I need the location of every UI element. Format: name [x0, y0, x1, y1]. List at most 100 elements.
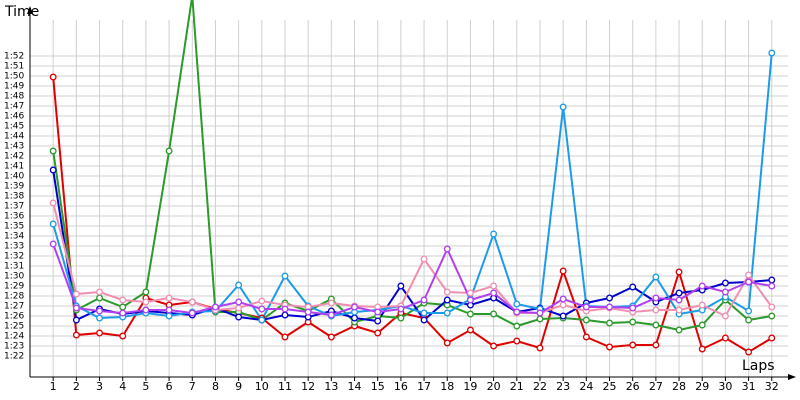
data-point [119, 296, 127, 304]
data-point [420, 309, 428, 317]
x-tick-label: 30 [718, 380, 732, 393]
y-tick-label: 1:43 [4, 142, 24, 152]
data-point [397, 314, 405, 322]
data-point [745, 271, 753, 279]
data-point [559, 312, 567, 320]
data-point [721, 288, 729, 296]
x-tick-label: 28 [672, 380, 686, 393]
x-tick-label: 14 [348, 380, 362, 393]
data-point [721, 334, 729, 342]
data-point [536, 315, 544, 323]
y-tick-label: 1:49 [4, 82, 24, 92]
data-point [675, 326, 683, 334]
data-point [721, 279, 729, 287]
data-point [142, 298, 150, 306]
data-point [466, 326, 474, 334]
y-tick-label: 1:42 [4, 152, 24, 162]
data-point [443, 309, 451, 317]
data-point [327, 299, 335, 307]
data-point [629, 304, 637, 312]
y-axis-title: Time [4, 4, 39, 20]
data-point [466, 296, 474, 304]
data-point [629, 283, 637, 291]
x-tick-label: 22 [533, 380, 547, 393]
y-tick-label: 1:39 [4, 182, 24, 192]
y-tick-label: 1:44 [4, 132, 24, 142]
y-tick-label: 1:25 [4, 322, 24, 332]
data-point [559, 103, 567, 111]
y-tick-label: 1:27 [4, 302, 24, 312]
data-point [351, 303, 358, 311]
data-point [188, 298, 196, 306]
data-point [258, 297, 266, 305]
data-point [652, 306, 660, 314]
data-point [142, 288, 150, 296]
y-tick-label: 1:34 [4, 232, 24, 242]
grid [30, 20, 788, 377]
series-line [52, 52, 773, 322]
data-point [142, 306, 150, 314]
data-point [513, 337, 521, 345]
data-point [96, 329, 103, 337]
data-point [397, 305, 405, 313]
data-point [698, 345, 706, 353]
data-point [258, 316, 266, 324]
y-tick-label: 1:46 [4, 112, 24, 122]
data-point [490, 342, 498, 350]
data-point [745, 316, 753, 324]
data-point [513, 300, 521, 308]
y-tick-label: 1:51 [4, 62, 24, 72]
data-point [443, 339, 451, 347]
data-point [582, 303, 590, 311]
x-tick-label: 25 [603, 380, 617, 393]
data-point [768, 303, 776, 311]
x-tick-label: 24 [579, 380, 593, 393]
data-point [490, 282, 498, 290]
data-point [281, 272, 289, 280]
data-point [374, 317, 382, 325]
x-tick-label: 18 [440, 380, 454, 393]
x-tick-label: 4 [119, 380, 126, 393]
y-tick-label: 1:24 [4, 332, 24, 342]
data-point [443, 288, 451, 296]
data-point [49, 166, 57, 174]
data-point [536, 344, 544, 352]
data-point [768, 312, 776, 320]
data-point [652, 294, 660, 302]
data-point [466, 289, 474, 297]
y-tick-label: 1:52 [4, 52, 24, 62]
y-tick-label: 1:50 [4, 72, 24, 82]
data-point [606, 303, 613, 311]
data-point [768, 282, 776, 290]
data-point [188, 309, 196, 317]
data-point [513, 308, 521, 316]
data-point [49, 240, 57, 248]
data-point [374, 308, 382, 316]
data-point [606, 343, 613, 351]
data-point [698, 301, 706, 309]
data-point [745, 307, 753, 315]
data-point [49, 73, 57, 81]
data-point [582, 333, 590, 341]
x-tick-label: 8 [212, 380, 219, 393]
y-axis-arrow [27, 6, 33, 14]
data-point [258, 305, 266, 313]
x-tick-label: 21 [510, 380, 524, 393]
x-tick-label: 3 [96, 380, 103, 393]
data-point [72, 331, 80, 339]
data-point [698, 321, 706, 329]
data-point [466, 310, 474, 318]
data-point [768, 334, 776, 342]
data-point [235, 298, 243, 306]
x-tick-label: 32 [765, 380, 779, 393]
x-tick-label: 19 [463, 380, 477, 393]
x-tick-label: 31 [742, 380, 756, 393]
x-tick-label: 15 [371, 380, 385, 393]
y-tick-label: 1:28 [4, 292, 24, 302]
series-line [52, 243, 772, 317]
y-tick-label: 1:40 [4, 172, 24, 182]
y-tick-label: 1:26 [4, 312, 24, 322]
data-point [420, 296, 428, 304]
data-point [211, 303, 219, 311]
y-tick-label: 1:45 [4, 122, 24, 132]
